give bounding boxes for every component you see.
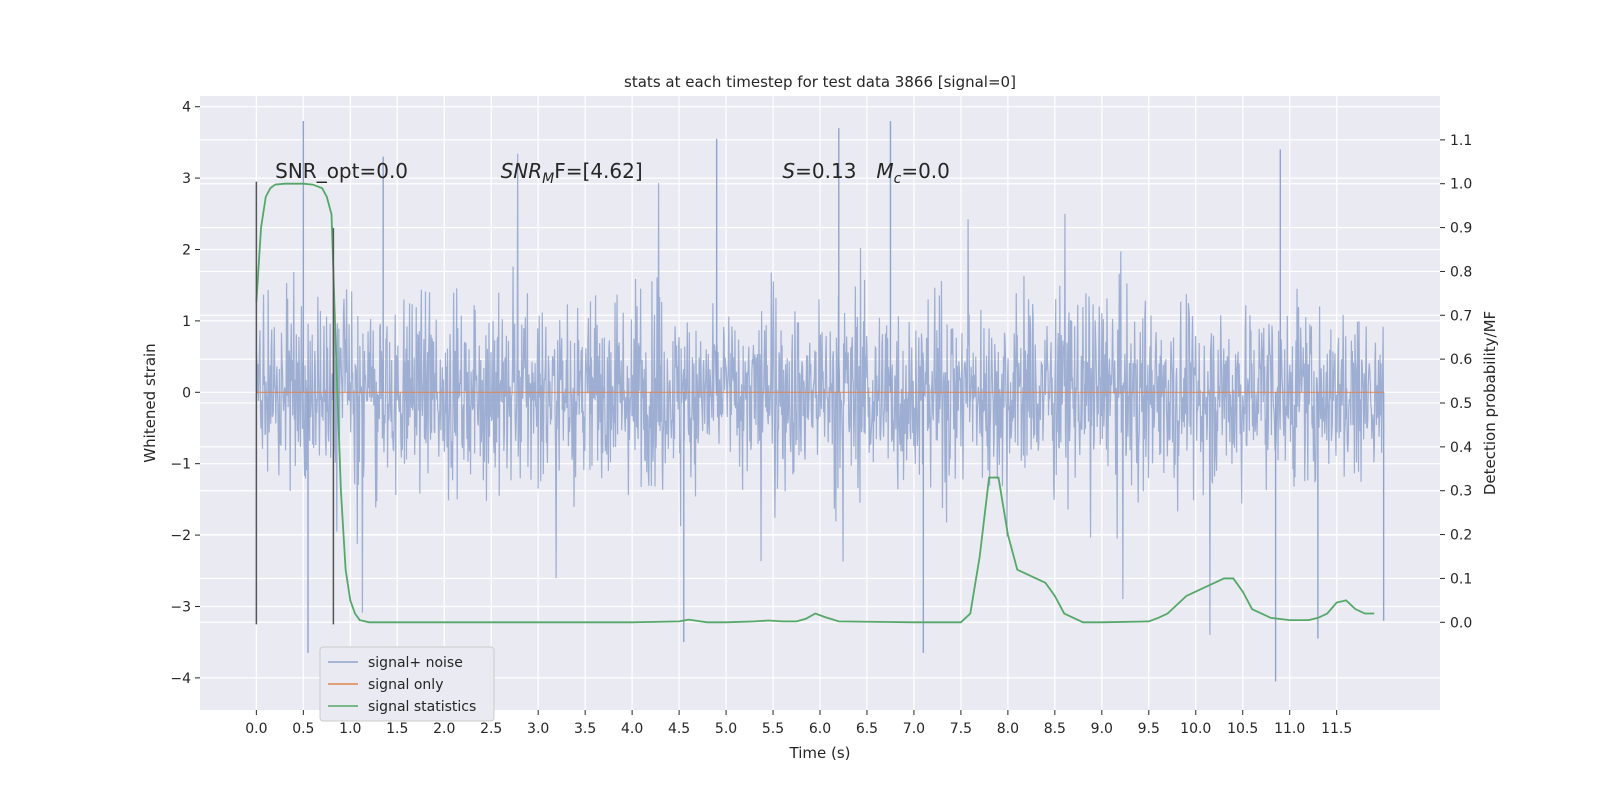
legend-label-signal-noise: signal+ noise: [368, 655, 463, 671]
y2-tick-label: 0.1: [1450, 571, 1472, 587]
x-tick-label: 10.5: [1227, 721, 1258, 737]
noise-layer: [255, 120, 1385, 682]
x-tick-label: 0.5: [292, 721, 314, 737]
x-tick-label: 1.5: [386, 721, 408, 737]
x-tick-label: 7.0: [903, 721, 925, 737]
x-tick-label: 2.5: [480, 721, 502, 737]
x-tick-label: 4.0: [621, 721, 643, 737]
x-tick-label: 4.5: [668, 721, 690, 737]
legend-label-signal-only: signal only: [368, 677, 443, 693]
vline-layer: [255, 181, 335, 625]
y2-tick-label: 0.2: [1450, 528, 1472, 544]
x-axis-label: Time (s): [789, 744, 851, 762]
tick-layer: 0.0 0.5 1.0 1.5 2.0 2.5 3.0 3.5 4.0 4.5 5.0 5.5 6.0 6…: [170, 100, 1472, 737]
y-tick-label: −1: [170, 457, 191, 473]
x-tick-label: 3.0: [527, 721, 549, 737]
chart-title: stats at each timestep for test data 386…: [624, 73, 1016, 91]
x-tick-label: 2.0: [433, 721, 455, 737]
annotation-text: SNRMF=[4.62]: [501, 159, 643, 187]
x-tick-label: 1.0: [339, 721, 361, 737]
y2-tick-label: 0.0: [1450, 615, 1472, 631]
annotation-text: SNR_opt=0.0: [275, 159, 408, 183]
y2-tick-label: 0.8: [1450, 264, 1472, 280]
x-tick-label: 3.5: [574, 721, 596, 737]
x-tick-label: 9.0: [1091, 721, 1113, 737]
y2-tick-label: 0.4: [1450, 440, 1472, 456]
series-signal-statistics-line: [255, 182, 1375, 624]
x-tick-label: 10.0: [1180, 721, 1211, 737]
series-layer: [255, 182, 1384, 624]
y-tick-label: −4: [170, 671, 191, 687]
legend-label-signal-statistics: signal statistics: [368, 699, 476, 715]
legend-box: [319, 646, 495, 722]
x-tick-label: 0.0: [245, 721, 267, 737]
x-tick-label: 7.5: [950, 721, 972, 737]
annotation-text: S=0.13: [782, 159, 856, 183]
y2-tick-label: 0.6: [1450, 352, 1472, 368]
series-signal-noise-line: [255, 153, 1385, 636]
x-tick-label: 6.5: [856, 721, 878, 737]
x-tick-label: 11.5: [1321, 721, 1352, 737]
y-tick-label: 2: [182, 243, 191, 259]
annot-layer: SNR_opt=0.0 SNRMF=[4.62] S=0.13 Mc=0.0: [275, 159, 950, 187]
y2-axis-label: Detection probability/MF: [1481, 311, 1499, 495]
y-tick-label: −3: [170, 599, 191, 615]
x-tick-label: 6.0: [809, 721, 831, 737]
y2-tick-label: 0.9: [1450, 221, 1472, 237]
x-tick-label: 8.5: [1044, 721, 1066, 737]
y2-tick-label: 0.7: [1450, 308, 1472, 324]
y-tick-label: 0: [182, 385, 191, 401]
y-tick-label: 4: [182, 100, 191, 116]
legend: signal+ noise signal only signal statist…: [319, 646, 495, 722]
y-tick-label: 3: [182, 171, 191, 187]
annotation-text: Mc=0.0: [876, 159, 950, 187]
y-axis-label: Whitened strain: [141, 343, 159, 462]
x-tick-label: 5.0: [715, 721, 737, 737]
y2-tick-label: 1.0: [1450, 177, 1472, 193]
x-tick-label: 8.0: [997, 721, 1019, 737]
y-tick-label: −2: [170, 528, 191, 544]
x-tick-label: 11.0: [1274, 721, 1305, 737]
y-tick-label: 1: [182, 314, 191, 330]
y2-tick-label: 1.1: [1450, 133, 1472, 149]
y2-tick-label: 0.3: [1450, 484, 1472, 500]
x-tick-label: 5.5: [762, 721, 784, 737]
y2-tick-label: 0.5: [1450, 396, 1472, 412]
x-tick-label: 9.5: [1138, 721, 1160, 737]
